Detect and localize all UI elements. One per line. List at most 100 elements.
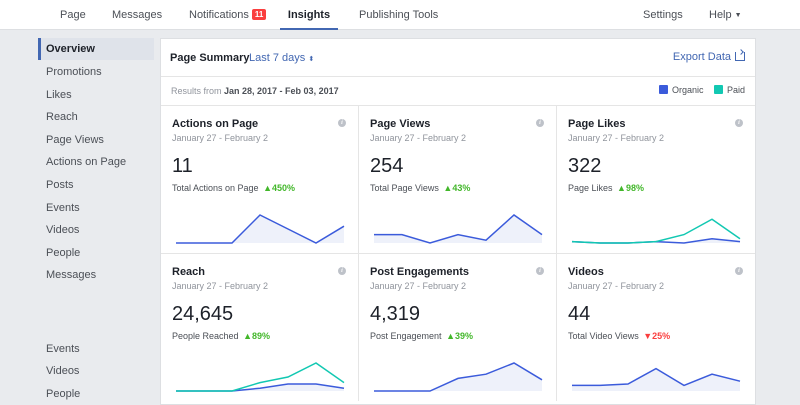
info-icon[interactable]: i <box>735 119 743 127</box>
change-value: 39% <box>455 331 474 341</box>
sidebar-item-likes[interactable]: Likes <box>46 89 72 101</box>
metric-label: Page Likes <box>568 183 613 193</box>
change-value: 25% <box>652 331 671 341</box>
sidebar-item-events[interactable]: Events <box>46 202 80 214</box>
sidebar-secondary-people[interactable]: People <box>46 388 81 400</box>
info-icon[interactable]: i <box>338 119 346 127</box>
sparkline-chart <box>176 362 345 392</box>
triangle-up-icon: ▲ <box>617 183 626 193</box>
metric-label: Total Video Views <box>568 331 639 341</box>
metric-label: Post Engagement <box>370 331 442 341</box>
triangle-up-icon: ▲ <box>243 331 252 341</box>
triangle-up-icon: ▲ <box>263 183 272 193</box>
card-actions-on-page[interactable]: Actions on Page i January 27 - February 2 1… <box>161 105 359 253</box>
change-indicator: ▲450% <box>263 183 295 193</box>
nav-settings-label: Settings <box>643 9 683 21</box>
card-metric: Page Likes ▲98% <box>568 183 644 193</box>
export-data-button[interactable]: Export Data <box>673 51 745 63</box>
top-nav: Page Messages Notifications 11 Insights P… <box>0 0 800 30</box>
change-indicator: ▲98% <box>617 183 644 193</box>
legend-paid: Paid <box>726 85 745 95</box>
date-range-label: Last 7 days <box>249 52 306 64</box>
change-indicator: ▲43% <box>443 183 470 193</box>
active-tab-indicator <box>280 28 338 30</box>
metric-label: Total Page Views <box>370 183 439 193</box>
card-value: 44 <box>568 303 591 325</box>
results-dates: Jan 28, 2017 - Feb 03, 2017 <box>224 86 339 96</box>
card-value: 322 <box>568 155 602 177</box>
card-value: 24,645 <box>172 303 234 325</box>
card-metric: Total Video Views ▼25% <box>568 331 670 341</box>
triangle-up-icon: ▲ <box>446 331 455 341</box>
sidebar-item-reach[interactable]: Reach <box>46 111 78 123</box>
summary-title: Page Summary <box>170 52 250 64</box>
nav-help[interactable]: Help ▼ <box>709 0 742 30</box>
card-title: Videos <box>568 266 604 278</box>
chart-legend: Organic Paid <box>651 85 745 95</box>
card-dates: January 27 - February 2 <box>172 133 269 143</box>
card-metric: People Reached ▲89% <box>172 331 270 341</box>
date-range-selector[interactable]: Last 7 days ⬍ <box>249 52 314 64</box>
legend-organic: Organic <box>671 85 704 95</box>
notifications-badge: 11 <box>251 9 267 20</box>
card-post-engagements[interactable]: Post Engagements i January 27 - February 2… <box>359 253 557 401</box>
info-icon[interactable]: i <box>536 119 544 127</box>
card-videos[interactable]: Videos i January 27 - February 2 44 Total Vi… <box>557 253 755 401</box>
info-icon[interactable]: i <box>536 267 544 275</box>
card-reach[interactable]: Reach i January 27 - February 2 24,645 Peopl… <box>161 253 359 401</box>
nav-insights[interactable]: Insights <box>280 0 338 30</box>
change-value: 89% <box>252 331 271 341</box>
card-title: Reach <box>172 266 206 278</box>
metric-label: People Reached <box>172 331 239 341</box>
sparkline-chart <box>374 214 543 244</box>
card-page-likes[interactable]: Page Likes i January 27 - February 2 322 Pag… <box>557 105 755 253</box>
sidebar-secondary-events[interactable]: Events <box>46 343 80 355</box>
nav-insights-label: Insights <box>287 9 331 21</box>
change-value: 450% <box>272 183 296 193</box>
change-indicator: ▲39% <box>446 331 473 341</box>
sparkline-chart <box>572 367 741 391</box>
nav-messages[interactable]: Messages <box>112 0 162 30</box>
nav-publishing-tools[interactable]: Publishing Tools <box>359 0 438 30</box>
paid-line <box>571 218 741 244</box>
change-value: 43% <box>452 183 471 193</box>
sparkline-chart <box>571 218 741 244</box>
summary-header: Page Summary Last 7 days ⬍ Export Data <box>161 39 755 77</box>
sidebar-item-messages[interactable]: Messages <box>46 269 97 281</box>
organic-line <box>374 362 543 392</box>
nav-publishing-tools-label: Publishing Tools <box>359 9 439 21</box>
card-page-views[interactable]: Page Views i January 27 - February 2 254 Tot… <box>359 105 557 253</box>
sidebar-item-page-views[interactable]: Page Views <box>46 134 104 146</box>
sidebar-item-videos[interactable]: Videos <box>46 224 80 236</box>
organic-area <box>176 384 344 391</box>
sparkline-chart <box>176 214 345 244</box>
nav-page-label: Page <box>60 9 86 21</box>
nav-settings[interactable]: Settings <box>643 0 683 30</box>
card-value: 11 <box>172 155 193 177</box>
sidebar-item-actions-on-page[interactable]: Actions on Page <box>46 156 127 168</box>
sidebar-secondary-videos[interactable]: Videos <box>46 365 80 377</box>
sidebar-item-people[interactable]: People <box>46 247 81 259</box>
card-dates: January 27 - February 2 <box>172 281 269 291</box>
organic-area <box>572 368 740 391</box>
card-metric: Total Actions on Page ▲450% <box>172 183 295 193</box>
sidebar-item-posts[interactable]: Posts <box>46 179 74 191</box>
export-data-label: Export Data <box>672 51 731 63</box>
organic-swatch <box>658 85 668 94</box>
card-value: 254 <box>370 155 404 177</box>
sidebar-item-overview[interactable]: Overview <box>38 38 154 60</box>
card-metric: Total Page Views ▲43% <box>370 183 470 193</box>
organic-area <box>374 363 542 391</box>
caret-down-icon: ▼ <box>734 12 742 19</box>
card-title: Post Engagements <box>370 266 470 278</box>
sidebar-item-promotions[interactable]: Promotions <box>46 66 102 78</box>
card-value: 4,319 <box>370 303 421 325</box>
info-icon[interactable]: i <box>735 267 743 275</box>
results-range: Results from Jan 28, 2017 - Feb 03, 2017 <box>171 86 339 96</box>
change-indicator: ▲89% <box>243 331 270 341</box>
nav-page[interactable]: Page <box>60 0 86 30</box>
nav-notifications[interactable]: Notifications 11 <box>189 0 267 30</box>
organic-line <box>176 214 345 244</box>
metric-label: Total Actions on Page <box>172 183 259 193</box>
info-icon[interactable]: i <box>338 267 346 275</box>
